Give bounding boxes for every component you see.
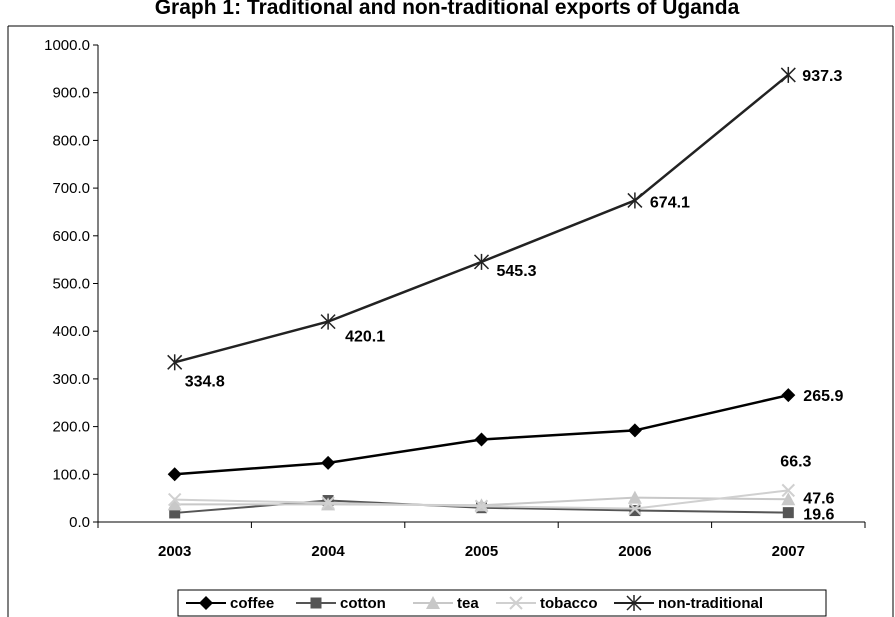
y-tick-label: 700.0: [52, 180, 90, 197]
x-category-label: 2004: [311, 543, 345, 560]
data-point-coffee: [474, 432, 489, 447]
y-tick-label: 500.0: [52, 276, 90, 293]
data-label-tobacco: 66.3: [780, 453, 811, 470]
data-labels-layer: 265.9 19.647.6 66.3 334.8 420.1 545.3 674.1 937…: [185, 68, 844, 524]
y-tick-label: 200.0: [52, 419, 90, 436]
legend-item-tobacco: tobacco: [496, 595, 598, 612]
data-point-tobacco: [781, 483, 796, 498]
data-point-tea: [167, 497, 182, 511]
y-tick-label: 300.0: [52, 371, 90, 388]
data-label-non-traditional: 420.1: [345, 329, 385, 346]
data-label-non-traditional: 334.8: [185, 373, 225, 390]
y-tick-label: 1000.0: [44, 37, 90, 54]
y-tick-label: 0.0: [69, 514, 90, 531]
x-category-label: 2003: [158, 543, 191, 560]
data-label-non-traditional: 937.3: [802, 68, 842, 85]
legend-item-tea: tea: [413, 595, 479, 612]
legend-marker-cotton: [310, 597, 322, 609]
data-point-tobacco: [167, 492, 182, 507]
y-tick-label: 100.0: [52, 466, 90, 483]
legend-item-coffee: coffee: [186, 595, 274, 612]
data-label-non-traditional: 674.1: [650, 194, 690, 211]
data-point-tobacco: [321, 496, 335, 510]
data-point-tobacco: [474, 499, 489, 513]
data-label-cotton: 19.6: [803, 507, 834, 524]
y-tick-label: 400.0: [52, 323, 90, 340]
data-point-non-traditional: [473, 253, 490, 270]
series-non-traditional: [167, 66, 796, 371]
legend-marker-non-traditional: [626, 595, 642, 611]
legend-label-coffee: coffee: [230, 595, 274, 612]
x-category-label: 2007: [772, 543, 805, 560]
legend-label-tobacco: tobacco: [540, 595, 598, 612]
legend: coffee cotton tea tobacco non-traditional: [177, 589, 827, 617]
series-layer: [167, 66, 796, 519]
y-tick-label: 800.0: [52, 132, 90, 149]
legend-label-tea: tea: [457, 595, 479, 612]
series-coffee: [167, 388, 796, 482]
legend-label-cotton: cotton: [340, 595, 386, 612]
data-point-non-traditional: [627, 192, 643, 209]
data-label-tea: 47.6: [803, 490, 834, 507]
legend-label-non-traditional: non-traditional: [658, 595, 763, 612]
legend-marker-tobacco: [509, 596, 523, 610]
data-point-non-traditional: [320, 313, 336, 330]
x-category-label: 2005: [465, 543, 498, 560]
data-point-tea: [781, 492, 796, 506]
axes: 0.0 100.0 200.0 300.0 400.0 500.0 600.0 700.0 80…: [44, 37, 866, 560]
data-point-tobacco: [628, 501, 642, 516]
data-point-coffee: [781, 388, 796, 403]
data-point-non-traditional: [167, 354, 183, 371]
series-tobacco: [167, 483, 796, 516]
data-point-cotton: [169, 507, 181, 519]
data-point-tea: [474, 498, 489, 512]
data-point-cotton: [629, 505, 641, 517]
legend-marker-coffee: [199, 596, 213, 610]
data-point-tea: [627, 490, 642, 504]
data-point-non-traditional: [780, 66, 796, 83]
data-point-coffee: [167, 467, 182, 482]
data-point-cotton: [782, 507, 794, 519]
chart-title: Graph 1: Traditional and non-traditional…: [155, 0, 740, 19]
data-point-coffee: [321, 455, 336, 470]
series-line-non-traditional: [174, 73, 790, 364]
data-label-non-traditional: 545.3: [497, 263, 537, 280]
legend-item-non-traditional: non-traditional: [614, 595, 763, 612]
y-tick-label: 600.0: [52, 228, 90, 245]
data-label-coffee: 265.9: [803, 388, 843, 405]
data-point-coffee: [627, 423, 642, 438]
x-category-label: 2006: [618, 543, 651, 560]
y-tick-label: 900.0: [52, 85, 90, 102]
legend-item-cotton: cotton: [296, 595, 386, 612]
legend-marker-tea: [426, 596, 440, 609]
